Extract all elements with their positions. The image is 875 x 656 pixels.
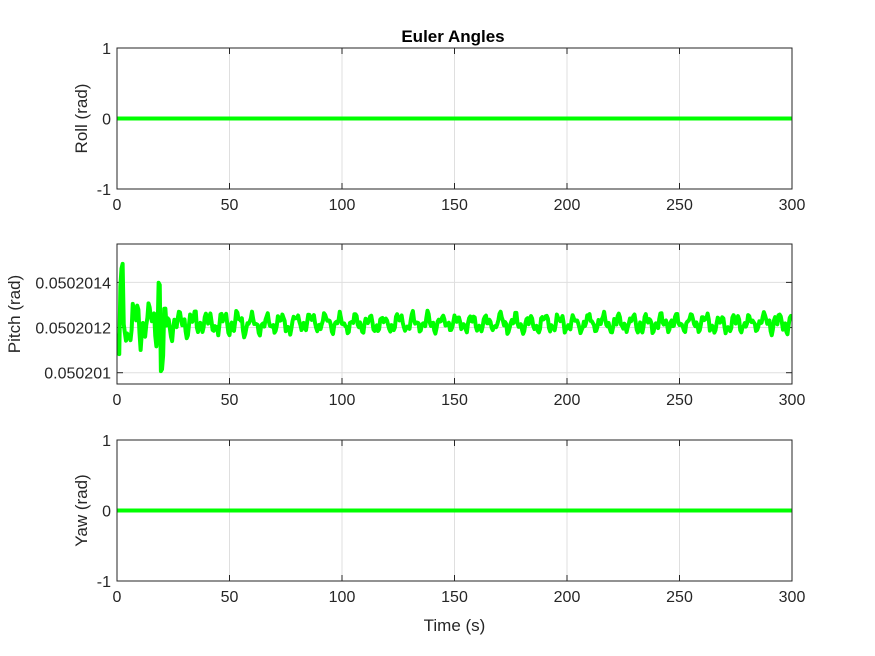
y-tick-label: 0.0502012	[35, 321, 111, 338]
x-tick-label: 100	[329, 589, 356, 606]
y-axis-label: Pitch (rad)	[5, 275, 24, 353]
x-tick-label: 50	[221, 392, 239, 409]
y-tick-label: -1	[97, 574, 111, 591]
subplot-2: 0 50 100 150 200 250 300 0.050201 0.0502012 0.050…	[5, 243, 806, 409]
y-tick-label: 0	[102, 112, 111, 129]
x-tick-label: 300	[779, 197, 806, 214]
figure-title: Euler Angles	[401, 27, 504, 46]
y-axis-label: Roll (rad)	[72, 84, 91, 154]
x-tick-label: 150	[441, 197, 468, 214]
x-tick-label: 250	[666, 392, 693, 409]
y-tick-label: 0.050201	[44, 366, 111, 383]
x-tick-label: 0	[113, 589, 122, 606]
x-tick-label: 0	[113, 392, 122, 409]
x-tick-label: 200	[554, 589, 581, 606]
x-tick-label: 200	[554, 392, 581, 409]
x-tick-label: 300	[779, 392, 806, 409]
series-line-1	[117, 261, 792, 374]
x-tick-label: 0	[113, 197, 122, 214]
y-axis-label: Yaw (rad)	[72, 474, 91, 546]
x-tick-label: 150	[441, 589, 468, 606]
x-tick-label: 300	[779, 589, 806, 606]
x-tick-label: 250	[666, 197, 693, 214]
x-tick-label: 200	[554, 197, 581, 214]
x-tick-label: 100	[329, 197, 356, 214]
x-tick-label: 50	[221, 589, 239, 606]
x-tick-label: 250	[666, 589, 693, 606]
y-tick-label: 0.0502014	[35, 275, 111, 292]
x-axis-label: Time (s)	[424, 616, 486, 635]
y-tick-label: -1	[97, 182, 111, 199]
y-tick-label: 1	[102, 41, 111, 58]
x-tick-label: 50	[221, 197, 239, 214]
y-tick-label: 1	[102, 433, 111, 450]
x-tick-label: 150	[441, 392, 468, 409]
y-tick-label: 0	[102, 504, 111, 521]
x-tick-label: 100	[329, 392, 356, 409]
